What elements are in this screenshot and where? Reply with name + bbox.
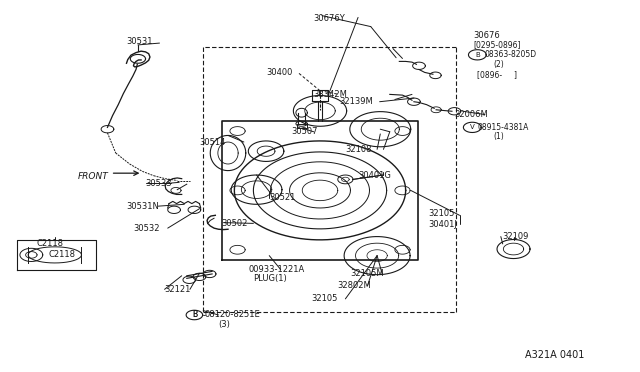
Text: (2): (2) [493,60,504,69]
Text: B: B [192,311,197,320]
Text: [0896-     ]: [0896- ] [477,70,516,79]
Text: 30521: 30521 [269,193,296,202]
Text: (3): (3) [218,320,230,329]
Text: 32802M: 32802M [337,281,371,290]
Text: 30507: 30507 [291,127,318,136]
Text: 32105: 32105 [312,294,338,303]
Text: 08120-8251E: 08120-8251E [205,311,260,320]
Text: 32108: 32108 [346,145,372,154]
Text: 30502: 30502 [221,219,248,228]
Text: B: B [475,52,480,58]
Text: V: V [470,124,475,130]
Text: 38342M: 38342M [314,90,348,99]
Text: 30676: 30676 [474,31,500,39]
Text: [0295-0896]: [0295-0896] [474,41,521,49]
Text: B: B [192,311,197,320]
Text: 30401G: 30401G [358,170,391,180]
Text: 30531N: 30531N [127,202,159,211]
Text: A321A 0401: A321A 0401 [525,350,584,360]
Text: 32139M: 32139M [339,97,372,106]
Text: 08915-4381A: 08915-4381A [477,123,529,132]
Text: 30531: 30531 [127,37,153,46]
Text: PLUG(1): PLUG(1) [253,274,287,283]
Text: FRONT: FRONT [77,172,108,181]
Text: 30401J: 30401J [428,220,457,229]
Text: 32105M: 32105M [351,269,384,279]
Text: C2118: C2118 [49,250,76,259]
Text: C2118: C2118 [37,240,64,248]
Text: 32006M: 32006M [454,110,488,119]
Text: 08363-8205D: 08363-8205D [485,50,537,59]
Text: (1): (1) [493,132,504,141]
Text: 32121: 32121 [164,285,191,294]
Text: 32105: 32105 [428,209,454,218]
Text: 32109: 32109 [502,232,529,241]
Text: 30676Y: 30676Y [314,14,346,23]
Text: 30400: 30400 [266,68,292,77]
Text: 30533: 30533 [145,179,172,187]
Text: 30532: 30532 [133,224,159,232]
Text: 00933-1221A: 00933-1221A [249,265,305,274]
Text: 30514: 30514 [200,138,226,147]
